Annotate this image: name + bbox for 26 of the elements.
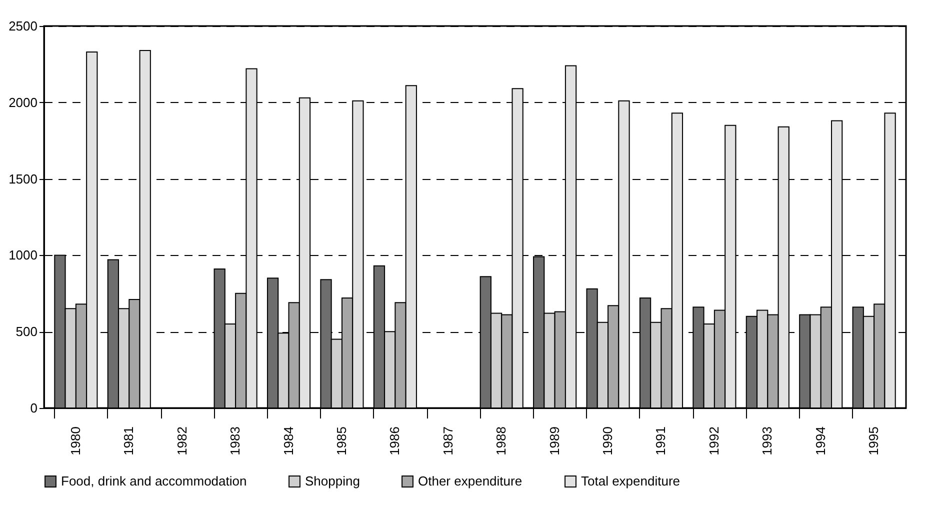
x-tick-label: 1992 [706,426,722,456]
x-tick-label: 1980 [68,426,83,456]
y-tick-label: 1000 [8,248,38,263]
x-tick-label: 1988 [494,426,509,456]
x-tick-label: 1981 [121,426,136,456]
legend-label: Other expenditure [418,474,522,489]
x-tick-label: 1987 [440,426,456,456]
y-tick-label: 0 [30,400,38,416]
x-tick-label: 1982 [174,426,190,456]
y-tick-label: 2500 [8,18,38,34]
x-tick-label: 1990 [600,426,616,456]
x-tick-label: 1989 [546,426,562,456]
legend-label: Food, drink and accommodation [61,474,247,489]
x-tick-label: 1991 [653,426,668,456]
x-tick-label: 1985 [334,426,349,456]
y-tick-label: 2000 [8,94,38,110]
legend-label: Total expenditure [581,474,680,489]
y-tick-label: 500 [16,324,38,340]
x-tick-label: 1995 [866,426,882,456]
x-tick-label: 1993 [760,426,775,456]
legend-label: Shopping [305,474,360,489]
x-tick-label: 1984 [280,426,296,456]
x-tick-label: 1986 [387,426,402,456]
x-tick-label: 1994 [812,426,828,456]
x-tick-label: 1983 [228,426,243,456]
y-tick-label: 1500 [8,171,38,186]
